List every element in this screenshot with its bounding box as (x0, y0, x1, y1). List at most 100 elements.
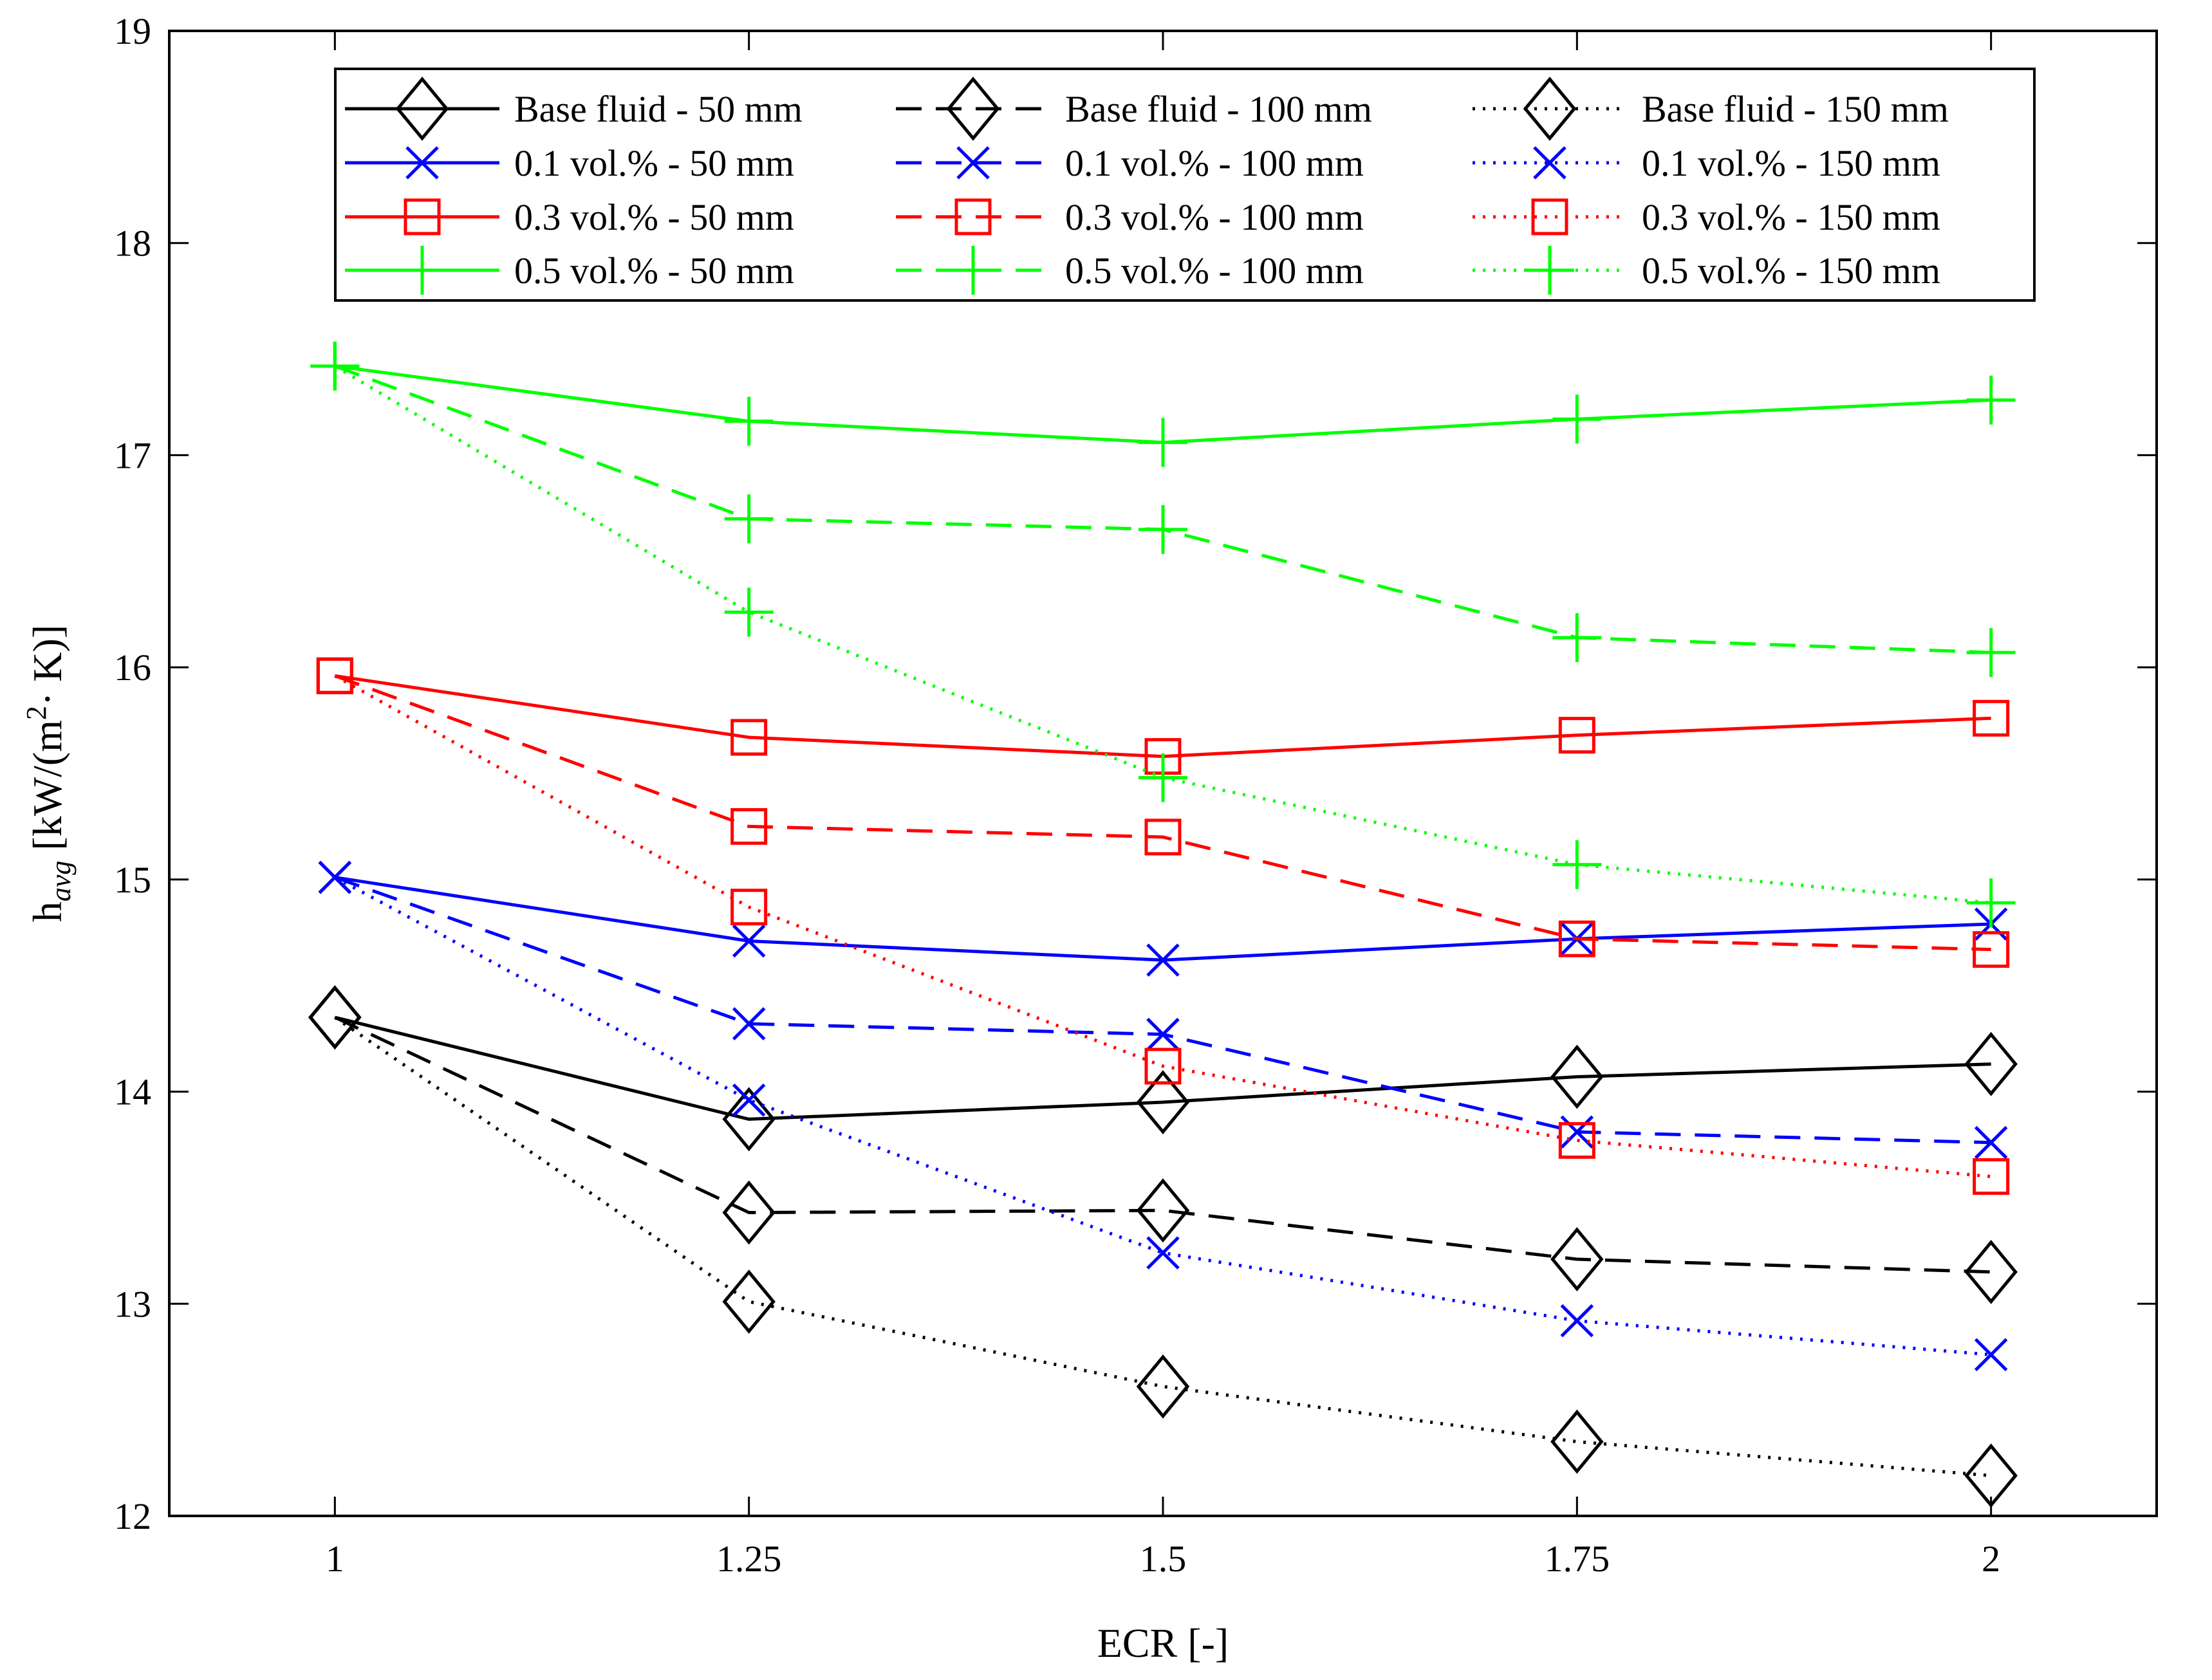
data-point-diamond (1550, 1409, 1604, 1474)
series-line (334, 674, 1991, 1178)
legend-entry: 0.3 vol.% - 50 mm (345, 196, 794, 238)
legend-label: 0.3 vol.% - 100 mm (1065, 196, 1364, 238)
data-point-diamond (722, 1180, 776, 1245)
legend-label: 0.1 vol.% - 150 mm (1642, 142, 1940, 184)
data-point-x (1974, 1125, 2008, 1159)
data-point-x (1146, 1236, 1180, 1269)
legend-label: 0.3 vol.% - 50 mm (514, 196, 794, 238)
legend-entry: Base fluid - 100 mm (896, 77, 1372, 141)
legend-marker (404, 198, 441, 235)
x-axis-title: ECR [-] (1097, 1620, 1229, 1666)
legend-entry: 0.5 vol.% - 100 mm (896, 246, 1364, 295)
y-axis-title-units-suffix: · K)] (24, 625, 70, 706)
legend-label: 0.5 vol.% - 50 mm (514, 250, 794, 291)
data-point-plus (1966, 375, 2016, 425)
x-tick-label: 1 (326, 1538, 344, 1580)
y-tick-label: 15 (114, 859, 151, 901)
data-point-diamond (1136, 1070, 1190, 1134)
data-point-x (732, 1007, 766, 1040)
x-tick-label: 2 (1982, 1538, 2000, 1580)
legend-marker (1531, 198, 1568, 235)
data-point-square (730, 889, 768, 926)
legend-marker (954, 198, 992, 235)
data-point-square (1558, 920, 1595, 957)
data-point-plus (1552, 613, 1602, 662)
series-line (334, 1015, 1991, 1121)
data-point-square (730, 719, 768, 756)
data-point-plus (724, 587, 774, 637)
data-point-square (1558, 1122, 1595, 1159)
legend-entry: 0.3 vol.% - 150 mm (1473, 196, 1940, 238)
data-point-plus (1139, 753, 1187, 802)
data-point-x (318, 860, 352, 894)
data-point-square (730, 808, 768, 845)
series-6 (318, 860, 2008, 1372)
data-point-x (1974, 1338, 2008, 1372)
legend-entry: 0.1 vol.% - 100 mm (896, 142, 1364, 184)
data-point-plus (1966, 878, 2016, 928)
legend-marker (395, 77, 449, 141)
data-point-diamond (1964, 1031, 2018, 1096)
data-point-diamond (722, 1269, 776, 1334)
legend-entry: 0.1 vol.% - 50 mm (345, 142, 794, 184)
x-axis: 1 1.25 1.5 1.75 2 (326, 31, 2000, 1580)
legend-entry: 0.5 vol.% - 150 mm (1473, 246, 1940, 295)
legend-entry: 0.1 vol.% - 150 mm (1473, 142, 1940, 184)
legend-label: Base fluid - 50 mm (514, 88, 803, 130)
y-tick-label: 18 (114, 223, 151, 264)
y-tick-label: 19 (114, 10, 151, 52)
legend-label: 0.5 vol.% - 100 mm (1065, 250, 1364, 291)
legend-marker (1523, 77, 1577, 141)
data-point-x (1146, 1017, 1180, 1051)
data-point-x (1560, 1115, 1594, 1149)
y-tick-label: 17 (114, 434, 151, 476)
legend-entry: 0.3 vol.% - 100 mm (896, 196, 1364, 238)
series-12 (310, 341, 2016, 928)
data-point-plus (1552, 840, 1602, 889)
legend-label: 0.1 vol.% - 50 mm (514, 142, 794, 184)
series-11 (310, 341, 2016, 678)
series-9 (316, 657, 2010, 1195)
series-10 (310, 341, 2016, 467)
legend-entry: Base fluid - 50 mm (345, 77, 803, 141)
y-tick-label: 13 (114, 1283, 151, 1325)
legend-label: Base fluid - 100 mm (1065, 88, 1372, 130)
series-line (334, 674, 1991, 952)
data-point-x (732, 924, 766, 958)
data-point-plus (724, 396, 774, 446)
y-axis-title-units-sup: 2 (21, 706, 52, 720)
y-axis-title-subscript: avg (45, 861, 77, 902)
data-point-plus (1139, 418, 1187, 467)
data-point-x (732, 1083, 766, 1117)
legend-label: Base fluid - 150 mm (1642, 88, 1949, 130)
y-tick-label: 16 (114, 647, 151, 688)
data-point-diamond (1964, 1443, 2018, 1508)
x-tick-label: 1.75 (1545, 1538, 1610, 1580)
y-axis-title-units-prefix: [kW/(m (24, 720, 70, 861)
data-point-square (1558, 717, 1595, 754)
legend-label: 0.5 vol.% - 150 mm (1642, 250, 1940, 291)
data-point-diamond (1964, 1239, 2018, 1304)
data-point-square (1973, 699, 2010, 737)
legend-entry: Base fluid - 150 mm (1473, 77, 1949, 141)
data-point-plus (310, 341, 360, 391)
data-point-square (1144, 818, 1182, 856)
legend-marker (1533, 146, 1566, 180)
x-tick-label: 1.5 (1140, 1538, 1187, 1580)
legend-label: 0.3 vol.% - 150 mm (1642, 196, 1940, 238)
legend-marker (1525, 246, 1574, 295)
data-point-square (1973, 1158, 2010, 1195)
y-tick-label: 12 (114, 1495, 151, 1537)
y-axis-title: havg [kW/(m2· K)] (21, 625, 77, 922)
legend-marker (946, 77, 1000, 141)
series-layer (308, 341, 2018, 1508)
data-point-diamond (722, 1087, 776, 1152)
data-point-x (1560, 1304, 1594, 1338)
x-tick-label: 1.25 (716, 1538, 782, 1580)
legend-marker (956, 146, 990, 180)
legend: Base fluid - 50 mm Base fluid - 100 mm Bas… (334, 68, 2036, 302)
data-point-plus (1966, 628, 2016, 678)
legend-marker (398, 246, 447, 295)
data-point-diamond (1550, 1044, 1604, 1109)
